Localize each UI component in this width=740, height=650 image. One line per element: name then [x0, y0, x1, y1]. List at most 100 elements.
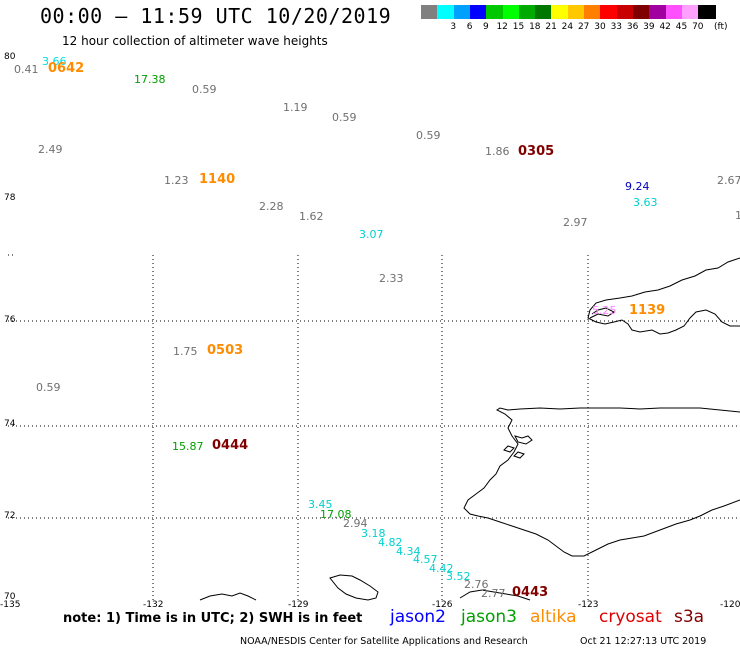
- swh-value: 4.42: [429, 562, 454, 575]
- color-scale-swatch: [632, 5, 651, 19]
- swh-value: 3.07: [359, 228, 384, 241]
- swh-value: 3.18: [361, 527, 386, 540]
- swh-value: 1.75: [173, 345, 198, 358]
- swh-value: 15.87: [172, 440, 204, 453]
- page-subtitle: 12 hour collection of altimeter wave hei…: [62, 34, 328, 48]
- swh-value: 2.94: [343, 517, 368, 530]
- legend-jason2: jason2: [390, 607, 446, 627]
- color-scale-label: 45: [675, 22, 688, 32]
- lon-label-135: -135: [0, 600, 21, 610]
- swh-value: 3.63: [633, 196, 658, 209]
- color-scale-swatch: [469, 5, 488, 19]
- swh-value: 9.24: [625, 180, 650, 193]
- color-scale-label: 70: [692, 22, 704, 32]
- swh-value: 4.82: [378, 536, 403, 549]
- lat-label-76: 76: [4, 315, 16, 325]
- color-scale-label: 21: [545, 22, 557, 32]
- southern-coast: [199, 592, 257, 601]
- swh-value: 1.62: [299, 210, 324, 223]
- color-scale-label: 42: [659, 22, 671, 32]
- legend-s3a: s3a: [674, 607, 705, 627]
- color-scale-swatch: [600, 5, 619, 19]
- color-scale-swatch: [502, 5, 521, 19]
- color-scale-label: 12: [496, 22, 508, 32]
- southern-coast-2: [329, 574, 379, 601]
- swh-value: 0.59: [416, 129, 441, 142]
- pass-time-label: 1139: [629, 303, 666, 318]
- lat-label-72: 72: [4, 511, 16, 521]
- legend-jason3: jason3: [461, 607, 517, 627]
- color-scale-swatch: [421, 5, 439, 19]
- swh-value: 2.97: [563, 216, 588, 229]
- legend-cryosat: cryosat: [599, 607, 662, 627]
- lon-label-132: -132: [143, 600, 164, 610]
- swh-value: 4.57: [413, 553, 438, 566]
- color-scale-unit: (ft): [714, 22, 728, 32]
- swh-value: 2.67: [717, 174, 740, 187]
- coastline: [199, 257, 740, 601]
- lat-label-80: 80: [4, 52, 16, 62]
- color-scale-label: 27: [577, 22, 590, 32]
- mainland-islet-1: [503, 445, 515, 453]
- color-scale-swatch: [518, 5, 537, 19]
- swh-value: 1.19: [283, 101, 308, 114]
- lon-label-123: -123: [578, 600, 599, 610]
- color-scale-swatch: [665, 5, 684, 19]
- page-title: 00:00 – 11:59 UTC 10/20/2019: [40, 4, 392, 28]
- swh-value: 5.25: [592, 304, 617, 317]
- color-scale-swatch: [453, 5, 472, 19]
- color-scale-swatch: [535, 5, 554, 19]
- swh-value: 0.59: [192, 83, 217, 96]
- color-scale-swatch: [551, 5, 570, 19]
- pass-time-label: 0444: [212, 438, 249, 453]
- color-scale-swatch: [584, 5, 602, 19]
- pass-time-label: 0443: [512, 585, 549, 600]
- color-scale-swatch: [698, 5, 717, 19]
- pass-time-label: 1140: [199, 172, 236, 187]
- swh-value: 4.34: [396, 545, 421, 558]
- pass-time-label: 0305: [518, 144, 555, 159]
- color-scale-label: 33: [610, 22, 623, 32]
- swh-value: 2.33: [379, 272, 404, 285]
- color-scale-swatch: [486, 5, 505, 19]
- southern-coast-3: [459, 589, 531, 601]
- mainland-coast: [463, 407, 740, 557]
- color-scale-label: 6: [466, 22, 473, 32]
- swh-value: 2.76: [464, 578, 489, 591]
- mainland-islet-2: [513, 451, 525, 459]
- color-scale-label: 36: [626, 22, 639, 32]
- generated-timestamp: Oct 21 12:27:13 UTC 2019: [580, 636, 707, 647]
- mackenzie-delta-islands: [514, 435, 533, 445]
- swh-value: 1.86: [485, 145, 510, 158]
- lon-label-120: -120: [720, 600, 740, 610]
- graticule: [8, 254, 740, 600]
- color-scale-label: 39: [643, 22, 655, 32]
- color-scale-label: 3: [450, 22, 457, 32]
- color-scale-swatch: [437, 5, 456, 19]
- swh-value: 3.66: [42, 55, 67, 68]
- pass-time-label: 0503: [207, 343, 244, 358]
- color-scale-label: 30: [594, 22, 606, 32]
- swh-value: 0.59: [36, 381, 61, 394]
- color-scale-label: 15: [512, 22, 525, 32]
- color-scale-swatch: [567, 5, 586, 19]
- color-scale-swatch: [649, 5, 668, 19]
- pass-time-label: 0642: [48, 61, 85, 76]
- swh-value: 1.23: [164, 174, 189, 187]
- legend-altika: altika: [530, 607, 577, 627]
- swh-value: 2.49: [38, 143, 63, 156]
- color-scale-swatch: [616, 5, 635, 19]
- banks-island-inlet: [589, 307, 615, 319]
- lat-label-74: 74: [4, 419, 16, 429]
- lon-label-129: -129: [288, 600, 309, 610]
- credit-text: NOAA/NESDIS Center for Satellite Applica…: [240, 636, 528, 647]
- swh-value: 3.52: [446, 570, 471, 583]
- color-scale-label: 24: [561, 22, 574, 32]
- color-scale-label: 18: [529, 22, 541, 32]
- lat-label-70: 70: [4, 592, 16, 602]
- swh-value: 0.41: [14, 63, 39, 76]
- swh-value: 17.38: [134, 73, 166, 86]
- units-note: note: 1) Time is in UTC; 2) SWH is in fe…: [63, 611, 363, 626]
